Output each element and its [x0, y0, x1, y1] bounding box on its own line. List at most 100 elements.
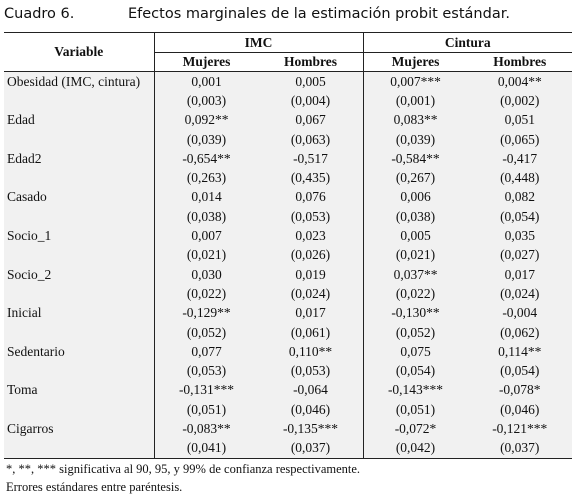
standard-error-cell: (0,004): [258, 91, 363, 111]
standard-error-cell: (0,052): [153, 322, 259, 343]
variable-column-header: Variable: [4, 33, 154, 72]
standard-error-cell: (0,054): [467, 207, 573, 227]
table-caption: Cuadro 6. Efectos marginales de la estim…: [4, 2, 572, 26]
coefficient-cell: 0,014: [153, 187, 259, 208]
variable-name-cell: Sedentario: [4, 342, 154, 362]
coefficient-cell: 0,023: [258, 226, 363, 246]
standard-error-cell: (0,039): [362, 129, 468, 150]
table-row-standard-error: (0,263) (0,435) (0,267) (0,448): [4, 168, 573, 188]
standard-error-cell: (0,037): [258, 438, 363, 459]
table-row-coefficient: Toma -0,131*** -0,064 -0,143*** -0,078*: [4, 380, 573, 401]
coefficient-cell: 0,017: [467, 264, 573, 285]
table-row-coefficient: Inicial -0,129** 0,017 -0,130** -0,004: [4, 303, 573, 323]
table-row-standard-error: (0,039) (0,063) (0,039) (0,065): [4, 129, 573, 150]
results-table-container: Variable IMC Cintura Mujeres Hombres Muj…: [4, 32, 573, 459]
coefficient-cell: 0,067: [258, 110, 363, 130]
coefficient-cell: -0,072*: [362, 419, 468, 439]
marginal-effects-table: Variable IMC Cintura Mujeres Hombres Muj…: [4, 33, 573, 459]
variable-name-cell: Socio_2: [4, 264, 154, 285]
coefficient-cell: 0,005: [258, 71, 363, 92]
standard-error-cell: (0,061): [258, 322, 363, 343]
table-notes: *, **, *** significativa al 90, 95, y 99…: [6, 460, 572, 496]
coefficient-cell: 0,110**: [258, 342, 363, 362]
standard-error-cell: (0,022): [153, 284, 259, 304]
standard-error-cell: (0,053): [258, 361, 363, 381]
coefficient-cell: 0,017: [258, 303, 363, 323]
standard-error-note: Errores estándares entre paréntesis.: [6, 480, 183, 494]
table-row-coefficient: Socio_1 0,007 0,023 0,005 0,035: [4, 226, 573, 246]
standard-error-cell: (0,063): [258, 129, 363, 150]
standard-error-cell: (0,051): [153, 400, 259, 420]
standard-error-cell: (0,001): [362, 91, 468, 111]
coefficient-cell: 0,001: [153, 71, 259, 92]
table-row-standard-error: (0,052) (0,061) (0,052) (0,062): [4, 322, 573, 343]
standard-error-cell: (0,263): [153, 168, 259, 188]
standard-error-cell: (0,042): [362, 438, 468, 459]
coefficient-cell: -0,004: [467, 303, 573, 323]
table-row-standard-error: (0,038) (0,053) (0,038) (0,054): [4, 207, 573, 227]
empty-variable-cell: [4, 284, 154, 304]
subheader-cintura-mujeres: Mujeres: [362, 52, 468, 72]
coefficient-cell: -0,078*: [467, 380, 573, 401]
table-row-standard-error: (0,022) (0,024) (0,022) (0,024): [4, 284, 573, 304]
coefficient-cell: 0,035: [467, 226, 573, 246]
coefficient-cell: 0,019: [258, 264, 363, 285]
coefficient-cell: -0,143***: [362, 380, 468, 401]
coefficient-cell: -0,131***: [153, 380, 259, 401]
empty-variable-cell: [4, 168, 154, 188]
coefficient-cell: -0,083**: [153, 419, 259, 439]
variable-name-cell: Toma: [4, 380, 154, 401]
table-row-standard-error: (0,051) (0,046) (0,051) (0,046): [4, 400, 573, 420]
standard-error-cell: (0,065): [467, 129, 573, 150]
standard-error-cell: (0,053): [153, 361, 259, 381]
standard-error-cell: (0,051): [362, 400, 468, 420]
coefficient-cell: 0,092**: [153, 110, 259, 130]
table-row-coefficient: Edad2 -0,654** -0,517 -0,584** -0,417: [4, 149, 573, 169]
standard-error-cell: (0,062): [467, 322, 573, 343]
standard-error-cell: (0,038): [153, 207, 259, 227]
standard-error-cell: (0,435): [258, 168, 363, 188]
standard-error-cell: (0,027): [467, 245, 573, 265]
standard-error-cell: (0,054): [467, 361, 573, 381]
empty-variable-cell: [4, 361, 154, 381]
subheader-imc-hombres: Hombres: [258, 52, 363, 72]
standard-error-cell: (0,024): [467, 284, 573, 304]
table-row-standard-error: (0,021) (0,026) (0,021) (0,027): [4, 245, 573, 265]
coefficient-cell: 0,077: [153, 342, 259, 362]
variable-name-cell: Casado: [4, 187, 154, 208]
coefficient-cell: 0,004**: [467, 71, 573, 92]
coefficient-cell: -0,129**: [153, 303, 259, 323]
standard-error-cell: (0,046): [467, 400, 573, 420]
coefficient-cell: -0,654**: [153, 149, 259, 169]
standard-error-cell: (0,003): [153, 91, 259, 111]
standard-error-cell: (0,038): [362, 207, 468, 227]
variable-name-cell: Cigarros: [4, 419, 154, 439]
standard-error-cell: (0,022): [362, 284, 468, 304]
coefficient-cell: -0,121***: [467, 419, 573, 439]
standard-error-cell: (0,052): [362, 322, 468, 343]
variable-name-cell: Edad2: [4, 149, 154, 169]
empty-variable-cell: [4, 129, 154, 150]
standard-error-cell: (0,039): [153, 129, 259, 150]
caption-title: Efectos marginales de la estimación prob…: [128, 6, 510, 22]
empty-variable-cell: [4, 91, 154, 111]
coefficient-cell: 0,007***: [362, 71, 468, 92]
coefficient-cell: 0,083**: [362, 110, 468, 130]
coefficient-cell: -0,130**: [362, 303, 468, 323]
coefficient-cell: 0,076: [258, 187, 363, 208]
standard-error-cell: (0,024): [258, 284, 363, 304]
empty-variable-cell: [4, 245, 154, 265]
subheader-imc-mujeres: Mujeres: [153, 52, 259, 72]
table-row-standard-error: (0,053) (0,053) (0,054) (0,054): [4, 361, 573, 381]
standard-error-cell: (0,448): [467, 168, 573, 188]
variable-name-cell: Obesidad (IMC, cintura): [4, 71, 154, 92]
coefficient-cell: -0,517: [258, 149, 363, 169]
coefficient-cell: 0,051: [467, 110, 573, 130]
standard-error-cell: (0,053): [258, 207, 363, 227]
table-row-coefficient: Sedentario 0,077 0,110** 0,075 0,114**: [4, 342, 573, 362]
variable-name-cell: Inicial: [4, 303, 154, 323]
empty-variable-cell: [4, 322, 154, 343]
coefficient-cell: 0,006: [362, 187, 468, 208]
table-row-standard-error: (0,003) (0,004) (0,001) (0,002): [4, 91, 573, 111]
empty-variable-cell: [4, 438, 154, 459]
